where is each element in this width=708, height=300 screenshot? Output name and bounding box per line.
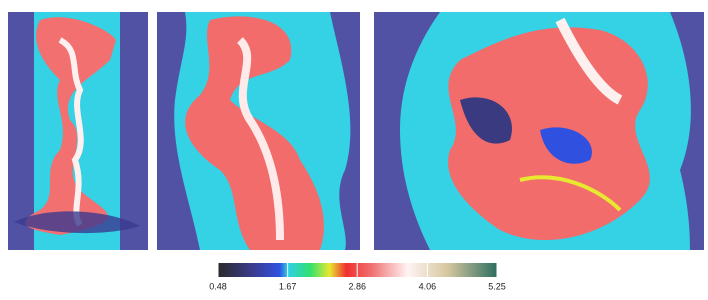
panel-wide (374, 12, 704, 250)
colorbar-ticks: 0.48 1.67 2.86 4.06 5.25 (209, 263, 506, 291)
tick-label: 0.48 (209, 281, 227, 291)
tick-label: 2.86 (348, 281, 366, 291)
tick-label: 1.67 (279, 281, 297, 291)
panel-medium (157, 12, 360, 250)
panel-narrow (8, 12, 148, 250)
tick-label: 4.06 (419, 281, 437, 291)
tick-label: 5.25 (488, 281, 506, 291)
